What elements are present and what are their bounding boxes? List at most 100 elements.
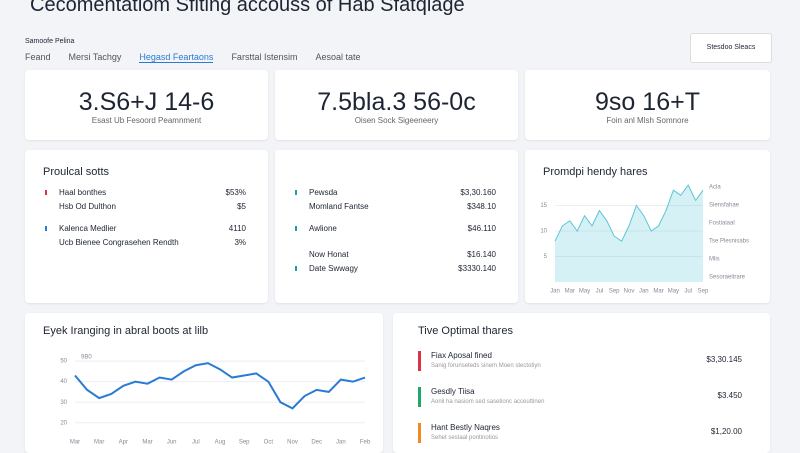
item-name: Now Honat <box>309 250 349 259</box>
x-tick-label: Jun <box>167 440 177 446</box>
chart: 5 10 15 Jan Mar May Jul Sep Nov Jan Mar May Jul Sep Ac… <box>540 184 749 295</box>
y-tick-label: 5 <box>544 254 548 260</box>
item-name: Pewsda <box>309 188 338 197</box>
x-tick-label: Nov <box>624 289 635 295</box>
item-value: $3330.140 <box>458 264 496 273</box>
list-row: Pewsda $3,30.160 <box>293 188 496 198</box>
annotation: 9B0 <box>81 355 92 361</box>
option-name: Gesdly Tiisa <box>431 387 475 396</box>
x-tick-label: Apr <box>119 440 128 446</box>
x-tick-label: Jul <box>684 289 692 295</box>
line <box>554 184 704 242</box>
list-row: Now Honat $16.140 <box>293 250 496 260</box>
x-tick-label: May <box>579 289 590 295</box>
list-row: Date Swwagy $3330.140 <box>293 264 496 274</box>
x-tick-label: Aug <box>215 440 226 446</box>
list-row: Hsb Od Dulthon $5 <box>43 202 246 212</box>
item-value: $3,30.160 <box>460 188 496 197</box>
marker <box>45 190 47 195</box>
button-label: Stesdoo Sleacs <box>706 44 756 51</box>
item-value: $348.10 <box>467 202 496 211</box>
list-row: Haal bonthes $53% <box>43 188 246 198</box>
legend-entry: Siensfahae <box>709 203 740 209</box>
subtitle: Samoofe Pelina <box>25 38 75 45</box>
area <box>555 185 703 282</box>
list-card: Pewsda $3,30.160 Momland Fantse $348.10 Awli… <box>275 150 518 303</box>
tab[interactable]: Farsttal Istensim <box>231 52 298 62</box>
list-row: Kalenca Medlier 4110 <box>43 224 246 234</box>
option-name: Hant Bestly Naqres <box>431 423 500 432</box>
kpi-card: 9so 16+T Foin anl Mlsh Somnore <box>525 70 770 140</box>
x-tick-label: May <box>668 289 679 295</box>
x-tick-label: Jul <box>192 440 200 446</box>
legend-entry: Mlis <box>709 257 720 263</box>
option-sub: Sehet sestaal pontinotios <box>431 435 499 441</box>
tab[interactable]: Aesoal tate <box>315 52 361 62</box>
kpi-card: 3.S6+J 14-6 Esast Ub Fesoord Peamnment <box>25 70 268 140</box>
y-tick-label: 20 <box>60 420 67 426</box>
line <box>74 362 366 410</box>
legend-entry: Tse Plesnisabs <box>709 239 749 245</box>
x-tick-label: Jan <box>336 440 346 446</box>
x-tick-label: Jan <box>550 289 560 295</box>
kpi-card: 7.5bla.3 56-0c Oisen Sock Sigeeneery <box>275 70 518 140</box>
card-title: Tive Optimal thares <box>418 325 513 337</box>
marker <box>295 266 297 271</box>
marker <box>418 351 421 371</box>
y-tick-label: 30 <box>60 400 67 406</box>
option-value: $1,20.00 <box>710 427 742 436</box>
item-name: Awlione <box>309 224 337 233</box>
option-value: $3,30.145 <box>706 355 742 364</box>
item-name: Date Swwagy <box>309 264 358 273</box>
marker <box>418 423 421 443</box>
option-sub: Sanig forunseteds sinem Moen stectotiyn <box>431 363 541 369</box>
x-tick-label: Feb <box>360 440 371 446</box>
x-tick-label: Sep <box>609 289 620 295</box>
x-tick-label: Jul <box>596 289 604 295</box>
item-name: Haal bonthes <box>59 188 107 197</box>
chart-title: Eyek Iranging in abral boots at lilb <box>43 325 209 337</box>
marker <box>295 190 297 195</box>
list-row: Momland Fantse $348.10 <box>293 202 496 212</box>
kpi-label: Esast Ub Fesoord Peamnment <box>91 116 202 125</box>
item-name: Hsb Od Dulthon <box>59 202 116 211</box>
tab[interactable]: Feand <box>25 52 51 62</box>
item-value: 4110 <box>228 224 246 233</box>
x-tick-label: Oct <box>264 440 274 446</box>
chart-card: Eyek Iranging in abral boots at lilb 20 3… <box>25 313 383 453</box>
x-tick-label: Dec <box>311 440 322 446</box>
item-value: $46.110 <box>467 224 496 233</box>
kpi-label: Oisen Sock Sigeeneery <box>354 116 439 125</box>
legend-entry: Fostiaiaal <box>709 221 735 227</box>
y-tick-label: 15 <box>540 203 547 209</box>
item-value: $5 <box>237 202 246 211</box>
kpi-value: 7.5bla.3 56-0c <box>317 88 476 116</box>
tabs: Feand Mersi Tachgy Hegasd Feartaons Farstta… <box>25 52 378 63</box>
list-row: Awlione $46.110 <box>293 224 496 234</box>
item-value: $16.140 <box>467 250 496 259</box>
button[interactable]: Stesdoo Sleacs <box>690 33 772 63</box>
item-value: $53% <box>225 188 246 197</box>
x-tick-label: Mar <box>565 289 575 295</box>
list-card: Proulcal sotts Haal bonthes $53% Hsb Od Dul… <box>25 150 268 303</box>
tab[interactable]: Mersi Tachgy <box>68 52 122 62</box>
options-card: Tive Optimal thares Fiax Aposal fined San… <box>393 313 770 453</box>
marker <box>295 226 297 231</box>
option-value: $3.450 <box>717 391 742 400</box>
chart-card: Promdpi hendy hares 5 10 15 Jan Mar May Jul Sep… <box>525 150 770 303</box>
option-sub: Aonil ha nasiom sed sasetionc acceuttine… <box>431 399 545 405</box>
item-name: Momland Fantse <box>309 202 369 211</box>
x-tick-label: Mar <box>94 440 104 446</box>
list-row: Ucb Bienee Congrasehen Rendth 3% <box>43 238 246 248</box>
x-tick-label: Sep <box>239 440 250 446</box>
kpi-value: 9so 16+T <box>595 88 700 116</box>
x-tick-label: Nov <box>287 440 298 446</box>
card-title: Proulcal sotts <box>43 166 110 178</box>
item-name: Kalenca Medlier <box>59 224 117 233</box>
marker <box>418 387 421 407</box>
tab[interactable]: Hegasd Feartaons <box>139 52 214 63</box>
chart-title: Promdpi hendy hares <box>543 166 648 178</box>
x-tick-label: Sep <box>698 289 709 295</box>
item-name: Ucb Bienee Congrasehen Rendth <box>59 238 179 247</box>
